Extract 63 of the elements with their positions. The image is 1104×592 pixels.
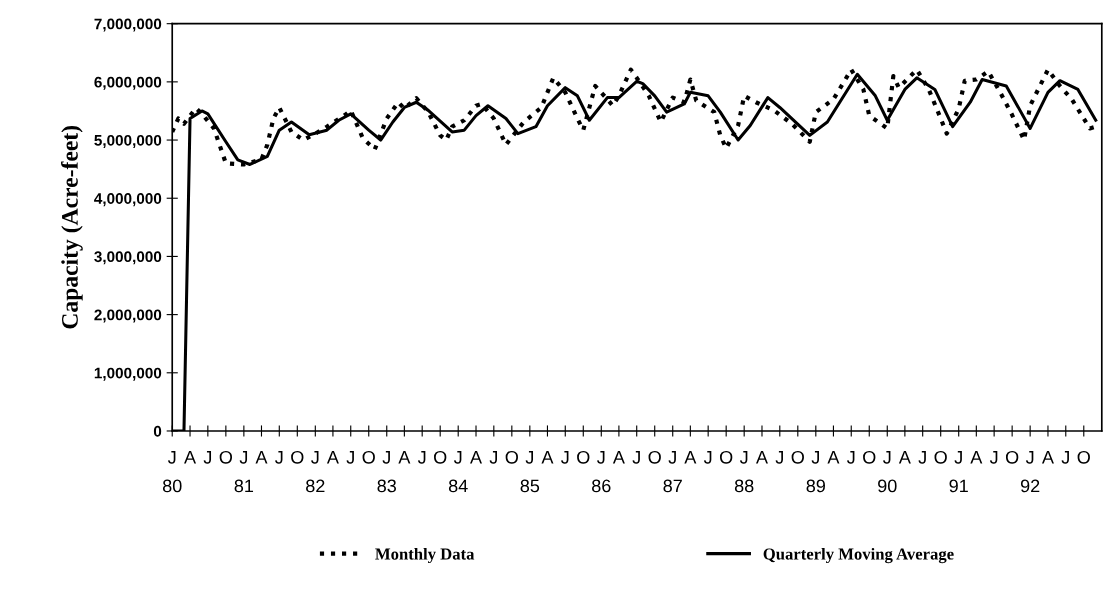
x-tick-label: J bbox=[489, 451, 497, 464]
legend-label: Monthly Data bbox=[375, 547, 475, 564]
x-tick-label: O bbox=[648, 450, 661, 464]
x-tick-label: O bbox=[791, 450, 804, 464]
x-tick-label: J 85 bbox=[520, 451, 540, 493]
x-tick-label: O bbox=[863, 450, 876, 464]
x-tick-label: J bbox=[775, 451, 783, 464]
x-tick-label: J 81 bbox=[234, 451, 254, 493]
x-tick-label: J 90 bbox=[878, 451, 897, 493]
x-tick-label: O bbox=[434, 450, 447, 464]
x-tick-label: O bbox=[362, 450, 375, 464]
x-tick-label: O bbox=[1077, 450, 1090, 464]
x-tick-label: J 84 bbox=[448, 451, 468, 493]
y-tick-label: 7,000,000 bbox=[94, 18, 162, 32]
x-tick-label: A bbox=[184, 451, 197, 464]
x-tick-label: J 80 bbox=[162, 451, 182, 493]
x-tick-label: A bbox=[898, 451, 911, 464]
x-tick-label: O bbox=[219, 450, 233, 464]
x-tick-label: A bbox=[970, 451, 983, 464]
x-tick-label: J 82 bbox=[306, 451, 325, 493]
x-tick-label: A bbox=[541, 451, 554, 464]
x-tick-label: J bbox=[632, 451, 640, 464]
x-tick-label: J 88 bbox=[734, 451, 754, 493]
x-tick-label: J bbox=[275, 451, 283, 464]
x-tick-label: J bbox=[703, 451, 712, 464]
x-tick-label: A bbox=[326, 451, 339, 464]
legend-label: Quarterly Moving Average bbox=[763, 547, 954, 564]
x-tick-label: O bbox=[291, 450, 304, 464]
x-tick-label: A bbox=[470, 451, 482, 464]
x-tick-label: J bbox=[989, 451, 998, 464]
x-tick-label: A bbox=[756, 451, 768, 464]
y-tick-label: 5,000,000 bbox=[94, 134, 162, 148]
x-tick-label: J bbox=[918, 451, 926, 464]
x-tick-label: J 83 bbox=[377, 451, 396, 493]
y-tick-label: 3,000,000 bbox=[94, 251, 162, 265]
y-axis-title: Capacity (Acre-feet) bbox=[61, 125, 83, 329]
x-tick-label: J 86 bbox=[592, 451, 611, 493]
x-tick-label: A bbox=[827, 451, 840, 464]
x-tick-label: J 87 bbox=[663, 451, 682, 493]
x-tick-label: J bbox=[847, 451, 855, 464]
y-tick-label: 2,000,000 bbox=[94, 309, 162, 323]
x-tick-label: J 89 bbox=[806, 451, 825, 493]
x-tick-label: J bbox=[203, 451, 212, 464]
y-tick-label: 4,000,000 bbox=[94, 193, 162, 207]
x-tick-label: J bbox=[561, 451, 569, 464]
y-tick-label: 1,000,000 bbox=[94, 367, 162, 381]
x-tick-label: J bbox=[417, 451, 426, 464]
x-tick-label: J bbox=[1061, 451, 1069, 464]
x-tick-label: O bbox=[577, 450, 590, 464]
x-tick-label: J 92 bbox=[1020, 451, 1040, 493]
x-tick-label: J 91 bbox=[949, 451, 968, 493]
x-tick-label: O bbox=[934, 450, 947, 464]
y-tick-label: 6,000,000 bbox=[94, 76, 162, 90]
x-tick-label: A bbox=[398, 451, 411, 464]
x-tick-label: A bbox=[255, 451, 268, 464]
x-tick-label: A bbox=[684, 451, 697, 464]
x-tick-label: A bbox=[612, 451, 625, 464]
x-tick-label: A bbox=[1041, 451, 1054, 464]
x-tick-label: J bbox=[346, 451, 354, 464]
y-tick-label: 0 bbox=[153, 425, 162, 437]
x-tick-label: O bbox=[505, 450, 518, 464]
x-tick-label: O bbox=[720, 450, 733, 464]
x-tick-label: O bbox=[1005, 450, 1019, 464]
